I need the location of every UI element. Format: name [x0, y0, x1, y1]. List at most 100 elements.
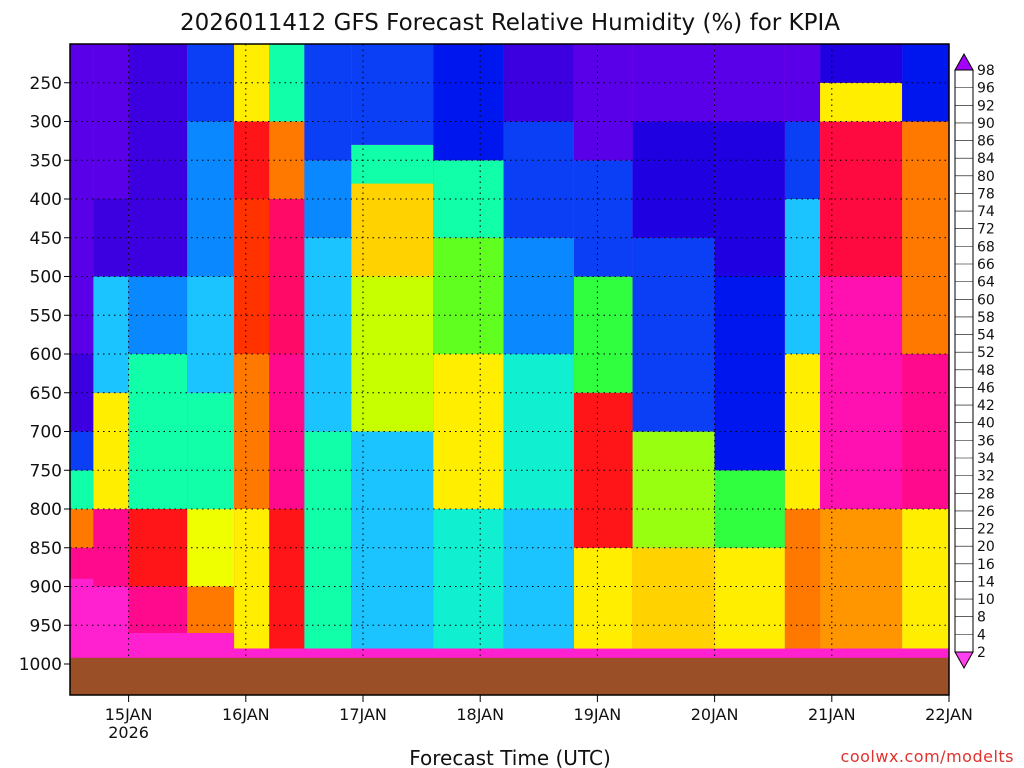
colorbar-label: 34	[977, 451, 995, 467]
rh-cell	[128, 509, 188, 587]
colorbar-label: 84	[977, 151, 995, 167]
y-tick-label: 600	[30, 345, 62, 365]
y-tick-label: 700	[30, 423, 62, 443]
rh-cell	[714, 121, 785, 277]
y-tick-label: 400	[30, 190, 62, 210]
rh-cell	[820, 82, 903, 122]
rh-cell	[93, 199, 129, 277]
rh-cell	[351, 144, 434, 184]
rh-cell	[351, 431, 434, 649]
x-tick-label: 18JAN	[456, 705, 504, 724]
rh-cell	[187, 392, 235, 510]
rh-cell	[503, 237, 574, 355]
rh-cell	[902, 121, 949, 354]
x-tick-label: 19JAN	[574, 705, 622, 724]
grid-lines	[70, 44, 949, 695]
rh-cell	[820, 509, 903, 649]
y-tick-label: 300	[30, 113, 62, 133]
colorbar-label: 90	[977, 116, 995, 132]
rh-cell	[304, 160, 352, 238]
colorbar-label: 42	[977, 398, 995, 414]
colorbar-bottom-arrow	[954, 651, 974, 670]
rh-cell	[714, 276, 785, 471]
colorbar: 9896929086848078747268666460585452484642…	[954, 52, 995, 670]
colorbar-frame	[954, 69, 974, 653]
rh-cell	[187, 276, 235, 393]
x-subtick-year: 2026	[108, 723, 149, 742]
rh-cell	[70, 547, 94, 579]
y-tick-label: 950	[30, 616, 62, 636]
y-tick-label: 900	[30, 578, 62, 598]
colorbar-label: 68	[977, 239, 995, 255]
rh-cell	[70, 470, 94, 510]
rh-cell	[820, 121, 903, 277]
rh-cell	[714, 44, 785, 122]
rh-cell	[128, 44, 188, 277]
rh-cell	[187, 586, 235, 633]
rh-cell	[574, 44, 633, 161]
rh-cell	[574, 276, 633, 393]
y-tick-label: 1000	[19, 655, 62, 675]
y-tick-label: 800	[30, 500, 62, 520]
colorbar-label: 72	[977, 222, 995, 238]
rh-cell	[632, 431, 715, 548]
colorbar-label: 10	[977, 592, 995, 608]
colorbar-label: 14	[977, 574, 995, 590]
rh-cell	[269, 121, 305, 199]
rh-cell	[128, 586, 188, 633]
colorbar-label: 78	[977, 186, 995, 202]
rh-cell	[433, 237, 504, 355]
ground-fill	[70, 657, 949, 695]
y-tick-label: 500	[30, 268, 62, 288]
y-tick-label: 350	[30, 151, 62, 171]
rh-cell	[304, 237, 352, 432]
rh-cell	[269, 509, 305, 649]
colorbar-label: 96	[977, 81, 995, 97]
colorbar-label: 2	[977, 645, 986, 661]
rh-cell	[784, 509, 821, 649]
rh-cell	[503, 509, 574, 649]
x-tick-label: 22JAN	[925, 705, 973, 724]
rh-cell	[902, 509, 949, 649]
colorbar-label: 52	[977, 345, 995, 361]
colorbar-label: 26	[977, 504, 995, 520]
rh-cell	[70, 431, 94, 471]
rh-cell	[187, 44, 235, 122]
colorbar-label: 58	[977, 310, 995, 326]
rh-cell	[351, 276, 434, 432]
colorbar-label: 36	[977, 433, 995, 449]
colorbar-label: 66	[977, 257, 995, 273]
rh-cell	[632, 237, 715, 432]
colorbar-label: 8	[977, 610, 986, 626]
rh-cell	[187, 509, 235, 587]
rh-cell	[714, 547, 785, 649]
rh-cell	[93, 586, 129, 633]
chart-title: 2026011412 GFS Forecast Relative Humidit…	[180, 10, 840, 36]
rh-cell	[433, 44, 504, 161]
rh-cell	[632, 44, 715, 122]
rh-cell	[433, 509, 504, 649]
rh-cell	[93, 44, 129, 199]
rh-cell	[632, 121, 715, 238]
rh-cell	[128, 276, 188, 354]
rh-cell	[820, 44, 903, 83]
x-tick-label: 20JAN	[691, 705, 739, 724]
rh-cell	[93, 392, 129, 510]
rh-cell	[70, 509, 94, 548]
colorbar-top-arrow	[954, 52, 974, 71]
colorbar-label: 98	[977, 63, 995, 79]
x-tick-label: 21JAN	[808, 705, 856, 724]
y-tick-label: 850	[30, 539, 62, 559]
colorbar-label: 20	[977, 539, 995, 555]
colorbar-label: 74	[977, 204, 995, 220]
colorbar-label: 86	[977, 134, 995, 150]
rh-cell	[714, 470, 785, 548]
rh-cell	[93, 509, 129, 587]
rh-cell	[304, 431, 352, 649]
colorbar-label: 4	[977, 627, 986, 643]
rh-cell	[187, 121, 235, 277]
rh-cell	[433, 160, 504, 238]
x-axis-label: Forecast Time (UTC)	[409, 746, 611, 768]
rh-cell	[820, 276, 903, 509]
